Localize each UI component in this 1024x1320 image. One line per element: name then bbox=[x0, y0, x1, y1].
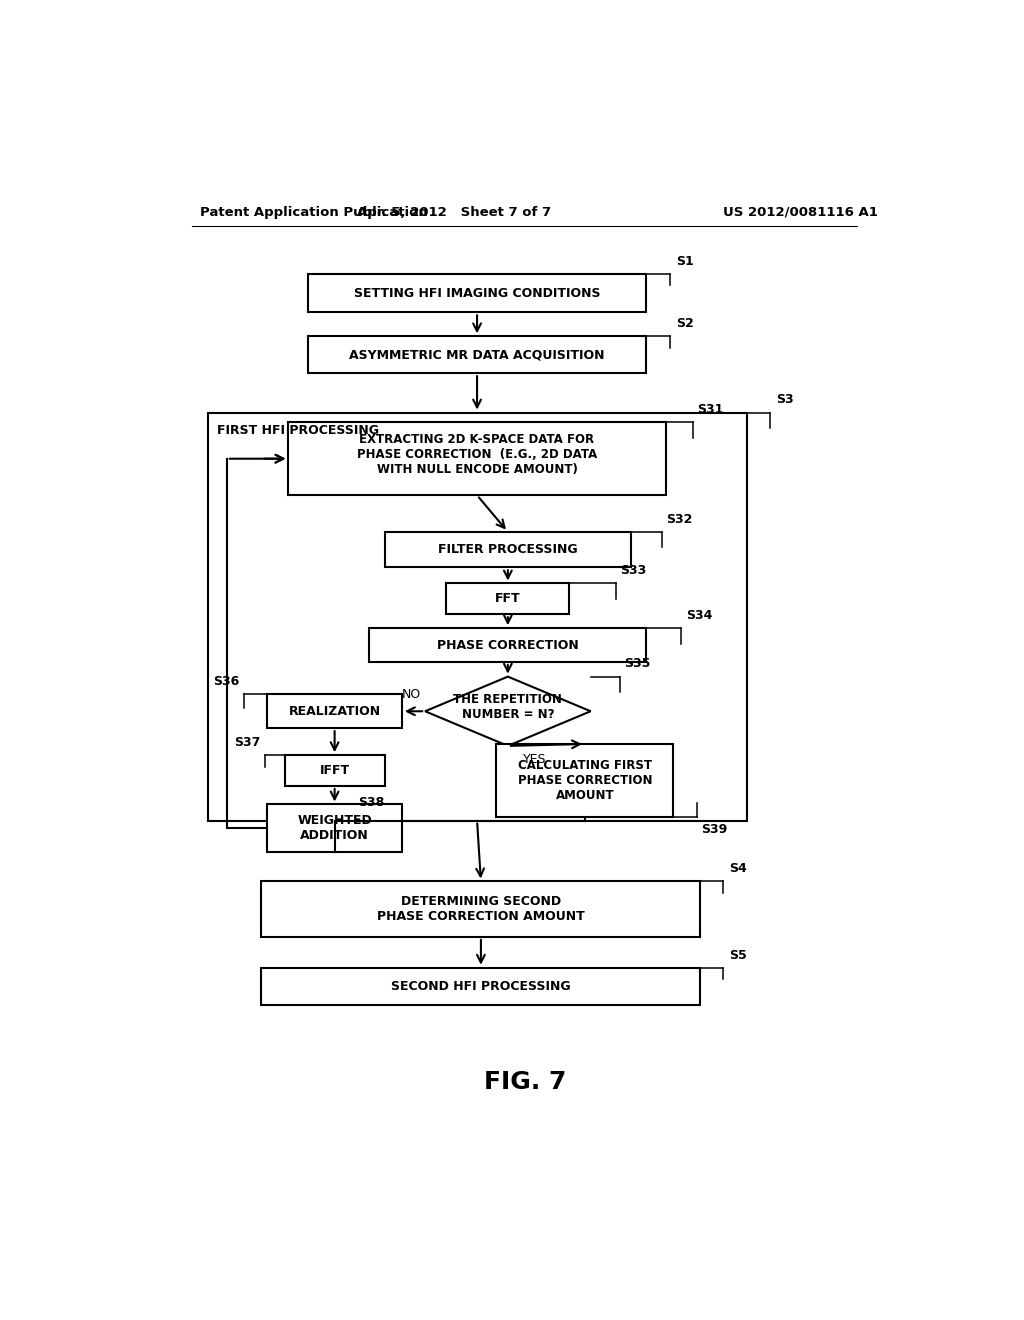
Text: PHASE CORRECTION: PHASE CORRECTION bbox=[437, 639, 579, 652]
Text: S37: S37 bbox=[234, 737, 261, 748]
Text: S5: S5 bbox=[730, 949, 748, 961]
FancyBboxPatch shape bbox=[307, 275, 646, 313]
Text: S36: S36 bbox=[213, 675, 240, 688]
Text: ASYMMETRIC MR DATA ACQUISITION: ASYMMETRIC MR DATA ACQUISITION bbox=[349, 348, 605, 362]
FancyBboxPatch shape bbox=[261, 968, 700, 1005]
FancyBboxPatch shape bbox=[307, 337, 646, 374]
FancyBboxPatch shape bbox=[285, 755, 385, 785]
FancyBboxPatch shape bbox=[267, 804, 402, 853]
FancyBboxPatch shape bbox=[208, 412, 746, 821]
Text: S34: S34 bbox=[686, 609, 712, 622]
Polygon shape bbox=[425, 677, 591, 746]
Text: Apr. 5, 2012   Sheet 7 of 7: Apr. 5, 2012 Sheet 7 of 7 bbox=[357, 206, 551, 219]
Text: S1: S1 bbox=[676, 255, 693, 268]
Text: S31: S31 bbox=[697, 403, 724, 416]
FancyBboxPatch shape bbox=[497, 744, 674, 817]
Text: S32: S32 bbox=[667, 512, 693, 525]
Text: S33: S33 bbox=[621, 564, 646, 577]
FancyBboxPatch shape bbox=[289, 422, 666, 495]
Text: FFT: FFT bbox=[495, 593, 520, 606]
Text: NO: NO bbox=[402, 688, 421, 701]
Text: DETERMINING SECOND
PHASE CORRECTION AMOUNT: DETERMINING SECOND PHASE CORRECTION AMOU… bbox=[377, 895, 585, 923]
Text: S3: S3 bbox=[776, 393, 794, 407]
Text: EXTRACTING 2D K-SPACE DATA FOR
PHASE CORRECTION  (E.G., 2D DATA
WITH NULL ENCODE: EXTRACTING 2D K-SPACE DATA FOR PHASE COR… bbox=[357, 433, 597, 477]
Text: CALCULATING FIRST
PHASE CORRECTION
AMOUNT: CALCULATING FIRST PHASE CORRECTION AMOUN… bbox=[517, 759, 652, 803]
Text: S38: S38 bbox=[357, 796, 384, 809]
FancyBboxPatch shape bbox=[267, 694, 402, 729]
Text: S4: S4 bbox=[730, 862, 748, 875]
Text: FIRST HFI PROCESSING: FIRST HFI PROCESSING bbox=[217, 424, 379, 437]
Text: REALIZATION: REALIZATION bbox=[289, 705, 381, 718]
Text: Patent Application Publication: Patent Application Publication bbox=[200, 206, 428, 219]
Text: IFFT: IFFT bbox=[319, 764, 349, 777]
Text: FIG. 7: FIG. 7 bbox=[483, 1071, 566, 1094]
Text: WEIGHTED
ADDITION: WEIGHTED ADDITION bbox=[297, 814, 372, 842]
Text: YES: YES bbox=[523, 754, 547, 767]
Text: SETTING HFI IMAGING CONDITIONS: SETTING HFI IMAGING CONDITIONS bbox=[354, 286, 600, 300]
FancyBboxPatch shape bbox=[370, 628, 646, 663]
Text: S2: S2 bbox=[676, 317, 693, 330]
Text: FILTER PROCESSING: FILTER PROCESSING bbox=[438, 543, 578, 556]
Text: SECOND HFI PROCESSING: SECOND HFI PROCESSING bbox=[391, 979, 570, 993]
FancyBboxPatch shape bbox=[261, 882, 700, 937]
Text: S35: S35 bbox=[625, 657, 651, 671]
Text: US 2012/0081116 A1: US 2012/0081116 A1 bbox=[723, 206, 878, 219]
Text: S39: S39 bbox=[701, 824, 727, 837]
FancyBboxPatch shape bbox=[385, 532, 631, 568]
FancyBboxPatch shape bbox=[446, 583, 569, 614]
Text: THE REPETITION
NUMBER = N?: THE REPETITION NUMBER = N? bbox=[454, 693, 562, 722]
